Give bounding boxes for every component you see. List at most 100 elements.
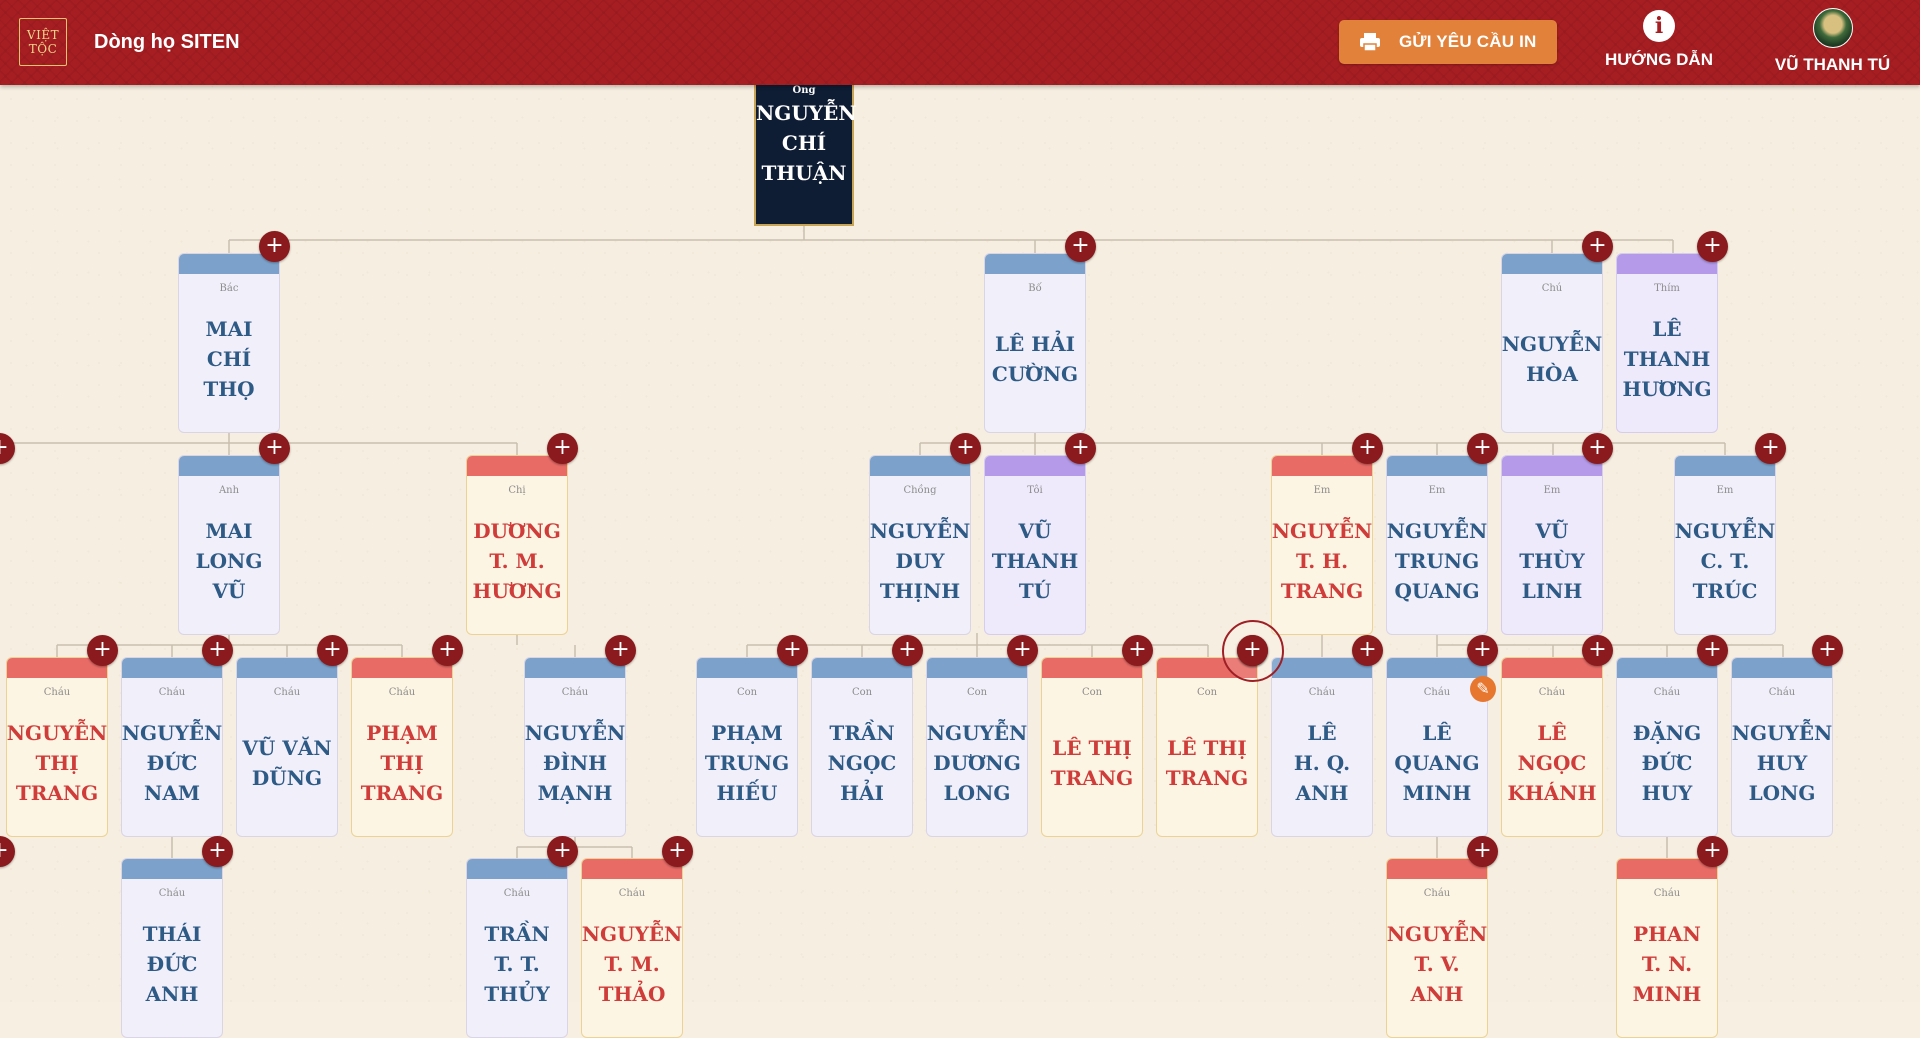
card-name-line: HUY bbox=[1756, 751, 1808, 775]
add-member-button[interactable]: + bbox=[202, 836, 233, 867]
card-gender-band bbox=[1502, 254, 1602, 274]
card-relation: Chị bbox=[508, 485, 526, 496]
member-card[interactable]: Thím LÊ THANH HƯƠNG bbox=[1616, 253, 1718, 433]
app-header: VIỆT TỘC Dòng họ SITEN GỬI YÊU CẦU IN i … bbox=[0, 0, 1920, 85]
add-member-button[interactable]: + bbox=[1007, 635, 1038, 666]
member-card[interactable]: Cháu LÊ NGỌC KHÁNH bbox=[1501, 657, 1603, 837]
card-name: NGUYỄN DƯƠNG LONG bbox=[927, 690, 1027, 836]
member-card[interactable]: Tôi VŨ THANH TÚ bbox=[984, 455, 1086, 635]
add-member-button[interactable]: + bbox=[1582, 635, 1613, 666]
card-name-line: LÊ bbox=[1652, 317, 1682, 341]
card-name-line: NGUYỄN bbox=[1271, 519, 1373, 543]
add-member-button[interactable]: + bbox=[317, 635, 348, 666]
add-member-button[interactable]: + bbox=[777, 635, 808, 666]
member-card[interactable]: Em VŨ THÙY LINH bbox=[1501, 455, 1603, 635]
card-name-line: DŨNG bbox=[251, 766, 323, 790]
add-member-button[interactable]: + bbox=[1065, 231, 1096, 262]
card-name-line: QUANG bbox=[1394, 579, 1480, 603]
member-card[interactable]: Cháu ĐẶNG ĐỨC HUY bbox=[1616, 657, 1718, 837]
add-member-button[interactable]: + bbox=[1467, 433, 1498, 464]
member-card[interactable]: Cháu NGUYỄN THỊ TRANG bbox=[6, 657, 108, 837]
card-gender-band bbox=[1732, 658, 1832, 678]
add-member-button[interactable]: + bbox=[432, 635, 463, 666]
add-member-button[interactable]: + bbox=[1582, 231, 1613, 262]
card-name-line: MẠNH bbox=[537, 781, 613, 805]
avatar bbox=[1812, 8, 1853, 48]
card-relation: Con bbox=[1196, 687, 1218, 698]
add-member-button[interactable]: + bbox=[1697, 231, 1728, 262]
member-card[interactable]: Con NGUYỄN DƯƠNG LONG bbox=[926, 657, 1028, 837]
member-card[interactable]: Cháu NGUYỄN T. M. THẢO bbox=[581, 858, 683, 1038]
member-card[interactable]: Cháu VŨ VĂN DŨNG bbox=[236, 657, 338, 837]
add-member-button[interactable]: + bbox=[1122, 635, 1153, 666]
print-request-button[interactable]: GỬI YÊU CẦU IN bbox=[1339, 20, 1557, 64]
card-relation: Cháu bbox=[1653, 687, 1681, 698]
member-card[interactable]: Cháu PHAN T. N. MINH bbox=[1616, 858, 1718, 1038]
member-card[interactable]: Em NGUYỄN TRUNG QUANG bbox=[1386, 455, 1488, 635]
add-member-button[interactable]: + bbox=[0, 433, 15, 464]
card-relation: Em bbox=[1716, 485, 1734, 496]
card-name-line: TRẦN bbox=[829, 721, 895, 745]
viet-toc-logo[interactable]: VIỆT TỘC bbox=[19, 18, 67, 66]
add-member-button[interactable]: + bbox=[259, 433, 290, 464]
add-member-button[interactable]: + bbox=[1467, 635, 1498, 666]
member-card[interactable]: Chú NGUYỄN HÒA bbox=[1501, 253, 1603, 433]
add-member-button[interactable]: + bbox=[605, 635, 636, 666]
add-member-button-focused[interactable]: + bbox=[1237, 635, 1268, 666]
member-card[interactable]: Con LÊ THỊ TRANG bbox=[1156, 657, 1258, 837]
member-card[interactable]: Anh MAI LONG VŨ bbox=[178, 455, 280, 635]
add-member-button[interactable]: + bbox=[1352, 635, 1383, 666]
member-card[interactable]: Cháu PHẠM THỊ TRANG bbox=[351, 657, 453, 837]
member-card[interactable]: Cháu NGUYỄN HUY LONG bbox=[1731, 657, 1833, 837]
member-card[interactable]: Cháu NGUYỄN T. V. ANH bbox=[1386, 858, 1488, 1038]
edit-icon[interactable]: ✎ bbox=[1470, 676, 1496, 702]
member-card[interactable]: Cháu NGUYỄN ĐỨC NAM bbox=[121, 657, 223, 837]
member-card[interactable]: Em NGUYỄN C. T. TRÚC bbox=[1674, 455, 1776, 635]
member-card[interactable]: Bác MAI CHÍ THỌ bbox=[178, 253, 280, 433]
add-member-button[interactable]: + bbox=[1697, 836, 1728, 867]
add-member-button[interactable]: + bbox=[1582, 433, 1613, 464]
add-member-button[interactable]: + bbox=[1812, 635, 1843, 666]
add-member-button[interactable]: + bbox=[1755, 433, 1786, 464]
member-card[interactable]: Em NGUYỄN T. H. TRANG bbox=[1271, 455, 1373, 635]
add-member-button[interactable]: + bbox=[892, 635, 923, 666]
member-card[interactable]: Con PHẠM TRUNG HIẾU bbox=[696, 657, 798, 837]
card-name-line: H. Q. bbox=[1293, 751, 1351, 775]
card-name: NGUYỄN T. H. TRANG bbox=[1272, 488, 1372, 634]
card-name-line: THUẬN bbox=[761, 161, 847, 185]
guide-button[interactable]: i HƯỚNG DẪN bbox=[1604, 10, 1714, 74]
add-member-button[interactable]: + bbox=[259, 231, 290, 262]
add-member-button[interactable]: + bbox=[1352, 433, 1383, 464]
card-relation: Bác bbox=[219, 283, 239, 294]
member-card[interactable]: Cháu NGUYỄN ĐÌNH MẠNH bbox=[524, 657, 626, 837]
user-profile-button[interactable]: VŨ THANH TÚ bbox=[1765, 8, 1900, 74]
card-name-line: ĐÌNH bbox=[543, 751, 608, 775]
card-name-line: T. T. bbox=[494, 952, 540, 976]
add-member-button[interactable]: + bbox=[950, 433, 981, 464]
member-card[interactable]: Con TRẦN NGỌC HẢI bbox=[811, 657, 913, 837]
member-card[interactable]: Cháu TRẦN T. T. THỦY bbox=[466, 858, 568, 1038]
root-ancestor-card[interactable]: Ông NGUYỄN CHÍ THUẬN bbox=[754, 83, 857, 226]
add-member-button[interactable]: + bbox=[0, 836, 15, 867]
card-name-line: C. T. bbox=[1700, 549, 1750, 573]
add-member-button[interactable]: + bbox=[662, 836, 693, 867]
add-member-button[interactable]: + bbox=[202, 635, 233, 666]
card-name-line: MAI CHÍ bbox=[205, 317, 253, 371]
add-member-button[interactable]: + bbox=[547, 433, 578, 464]
member-card[interactable]: Bố LÊ HẢI CƯỜNG bbox=[984, 253, 1086, 433]
add-member-button[interactable]: + bbox=[1065, 433, 1096, 464]
add-member-button[interactable]: + bbox=[547, 836, 578, 867]
add-member-button[interactable]: + bbox=[1697, 635, 1728, 666]
card-gender-band bbox=[467, 456, 567, 476]
member-card[interactable]: Con LÊ THỊ TRANG bbox=[1041, 657, 1143, 837]
add-member-button[interactable]: + bbox=[1467, 836, 1498, 867]
card-name-line: TRÚC bbox=[1692, 579, 1758, 603]
member-card[interactable]: Cháu THÁI ĐỨC ANH bbox=[121, 858, 223, 1038]
card-name: TRẦN T. T. THỦY bbox=[467, 891, 567, 1037]
add-member-button[interactable]: + bbox=[87, 635, 118, 666]
member-card[interactable]: Cháu LÊ H. Q. ANH bbox=[1271, 657, 1373, 837]
card-gender-band bbox=[122, 658, 222, 678]
member-card[interactable]: Chị DƯƠNG T. M. HƯƠNG bbox=[466, 455, 568, 635]
member-card[interactable]: Chồng NGUYỄN DUY THỊNH bbox=[869, 455, 971, 635]
card-name-line: THANH bbox=[991, 549, 1079, 573]
